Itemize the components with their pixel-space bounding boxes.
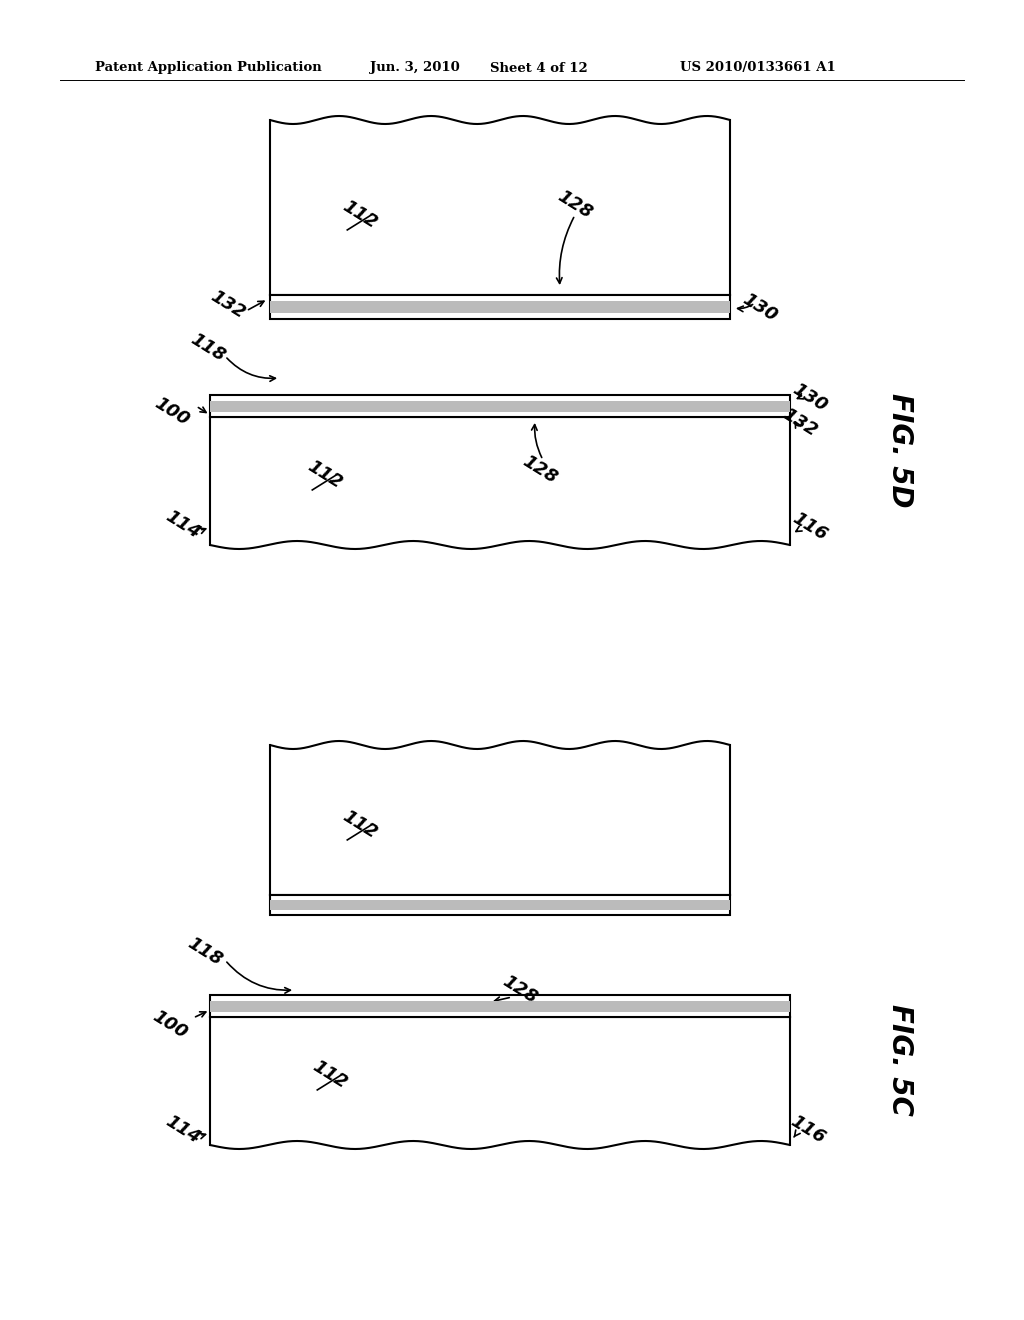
Text: 112: 112 [309,1057,350,1093]
Bar [210,1001,790,1011]
Text: 114: 114 [163,507,204,543]
Text: 112: 112 [339,198,381,232]
Text: Jun. 3, 2010: Jun. 3, 2010 [370,62,460,74]
Text: 132: 132 [779,405,820,441]
Bar [270,301,730,313]
Text: 128: 128 [500,973,541,1007]
Text: 116: 116 [787,1113,828,1147]
Text: 100: 100 [150,1007,190,1043]
Text: 114: 114 [163,1113,204,1147]
Text: 116: 116 [790,510,830,545]
Bar [270,120,730,294]
Bar [210,417,790,545]
Text: 118: 118 [184,935,225,970]
Text: 100: 100 [152,395,193,429]
Bar [210,400,790,412]
Text: US 2010/0133661 A1: US 2010/0133661 A1 [680,62,836,74]
Text: FIG. 5C: FIG. 5C [886,1005,914,1115]
Bar [270,294,730,319]
Text: Patent Application Publication: Patent Application Publication [95,62,322,74]
Text: 130: 130 [739,290,780,326]
Text: 118: 118 [187,330,228,366]
Bar [270,900,730,909]
Bar [210,1016,790,1144]
Text: 112: 112 [339,808,381,842]
Text: 128: 128 [554,187,596,223]
Text: 112: 112 [304,458,346,492]
Text: Sheet 4 of 12: Sheet 4 of 12 [490,62,588,74]
Text: 130: 130 [790,380,830,416]
Text: 128: 128 [519,453,561,487]
Bar [210,995,790,1016]
Text: FIG. 5D: FIG. 5D [886,393,914,507]
Bar [270,895,730,915]
Bar [270,744,730,895]
Bar [210,395,790,417]
Text: 132: 132 [207,288,249,322]
